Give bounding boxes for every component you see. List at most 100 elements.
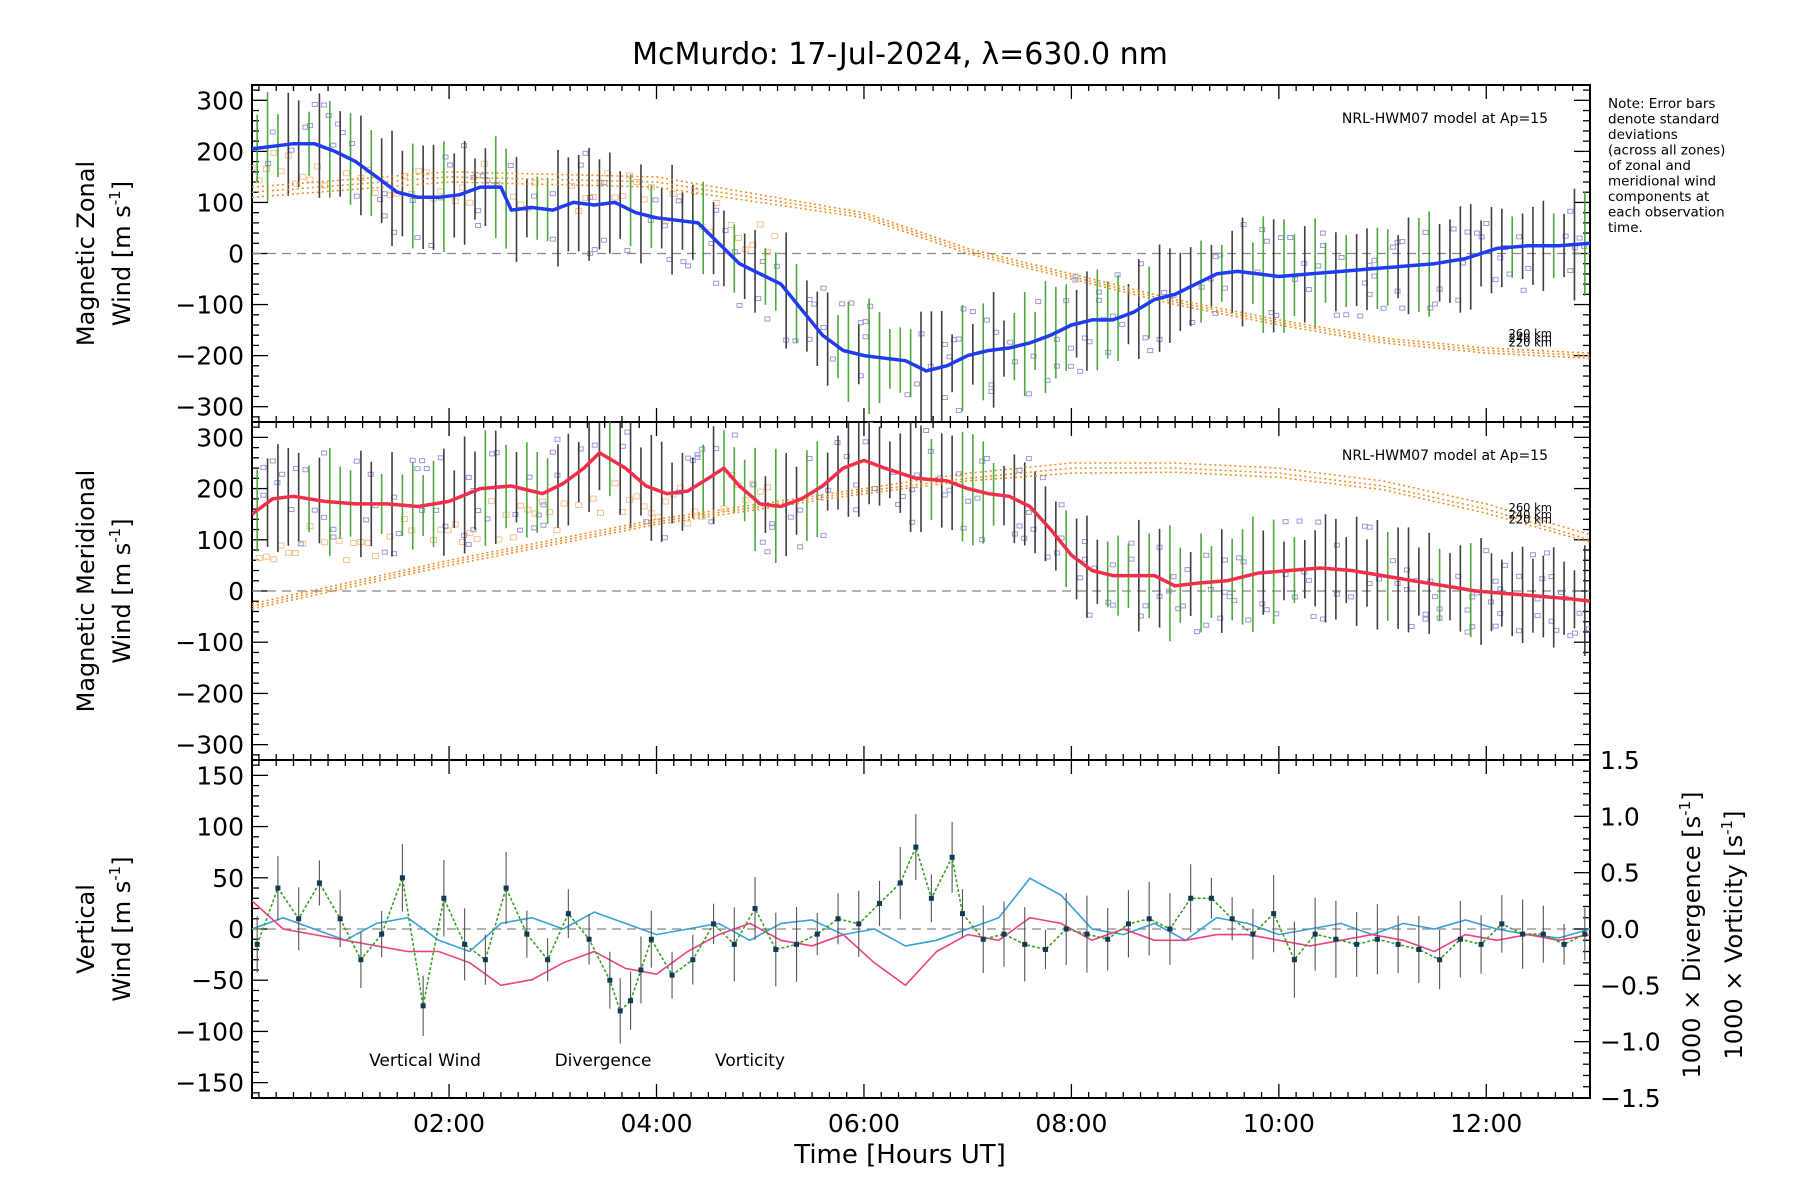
observation-point xyxy=(1492,277,1499,283)
y-tick-label: 100 xyxy=(196,188,244,217)
vertical-wind-point xyxy=(1146,916,1152,922)
observation-point xyxy=(1567,208,1574,214)
zonal-panel: −300 −200 −100 0 100 200 300 Magnetic Zonal Wind… xyxy=(72,84,1591,423)
vertical-wind-point xyxy=(959,911,965,917)
observation-point xyxy=(414,466,421,472)
observation-point xyxy=(1221,557,1228,563)
observation-point xyxy=(1240,559,1247,565)
y2-tick-label: 1.5 xyxy=(1600,746,1640,775)
observation-point xyxy=(1464,629,1471,635)
observation-point xyxy=(652,197,659,203)
observation-point xyxy=(661,223,668,229)
observation-point xyxy=(979,458,986,464)
model-scatter-point xyxy=(252,165,256,172)
observation-point xyxy=(1343,312,1350,318)
observation-point xyxy=(512,511,519,517)
vertical-wind-point xyxy=(1229,916,1235,922)
observation-point xyxy=(330,526,337,532)
altitude-label: 220 km xyxy=(1509,513,1552,527)
observation-point xyxy=(979,537,986,543)
observation-point xyxy=(293,465,300,471)
y2-tick-label: −1.0 xyxy=(1600,1028,1661,1057)
vertical-wind-point xyxy=(420,1003,426,1009)
y-tick-label: 300 xyxy=(196,423,244,452)
observation-point xyxy=(1165,588,1172,594)
observation-point xyxy=(395,531,402,537)
observation-point xyxy=(1422,616,1429,622)
observation-point xyxy=(475,222,482,228)
observation-point xyxy=(321,450,328,456)
observation-point xyxy=(750,482,757,488)
vertical-wind-point xyxy=(794,941,800,947)
observation-point xyxy=(1427,305,1434,311)
observation-point xyxy=(363,517,370,523)
observation-point xyxy=(325,112,332,118)
observation-point xyxy=(1497,586,1504,592)
observation-point xyxy=(1366,262,1373,268)
zonal-wind-line xyxy=(252,141,1590,373)
vertical-wind-point xyxy=(638,967,644,973)
vertical-wind-point xyxy=(1499,921,1505,927)
vertical-wind-point xyxy=(1312,931,1318,937)
observation-point xyxy=(260,464,267,470)
model-scatter-point xyxy=(292,550,300,557)
observation-point xyxy=(475,508,482,514)
observation-point xyxy=(759,259,766,265)
vertical-wind-point xyxy=(1022,941,1028,947)
observation-point xyxy=(680,259,687,265)
vertical-wind-point xyxy=(462,941,468,947)
model-scatter-point xyxy=(270,149,278,156)
observation-point xyxy=(423,465,430,471)
model-curve-240km xyxy=(252,176,1590,357)
observation-point xyxy=(1016,523,1023,529)
observation-point xyxy=(535,512,542,518)
observation-point xyxy=(1399,305,1406,311)
observation-point xyxy=(946,487,953,493)
observation-point xyxy=(1240,222,1247,228)
note-line: (across all zones) xyxy=(1608,143,1725,159)
vertical-wind-point xyxy=(773,946,779,952)
vertical-wind-point xyxy=(856,921,862,927)
observation-point xyxy=(1310,614,1317,620)
observation-point xyxy=(419,458,426,464)
x-tick-label: 04:00 xyxy=(620,1109,692,1138)
observation-point xyxy=(699,446,706,452)
observation-point xyxy=(1273,611,1280,617)
observation-point xyxy=(591,442,598,448)
model-scatter-point xyxy=(459,538,467,545)
observation-point xyxy=(862,319,869,325)
observation-point xyxy=(661,535,668,541)
model-scatter-point xyxy=(509,534,517,541)
observation-point xyxy=(1142,335,1149,341)
observation-point xyxy=(1492,623,1499,629)
observation-point xyxy=(1525,265,1532,271)
observation-point xyxy=(792,338,799,344)
model-scatter-point xyxy=(321,182,329,189)
model-scatter-point xyxy=(437,188,445,195)
vertical-wind-point xyxy=(1540,931,1546,937)
vertical-wind-point xyxy=(482,957,488,963)
legend-entry: Vorticity xyxy=(715,1051,785,1071)
model-scatter-point xyxy=(473,535,481,542)
observation-point xyxy=(349,141,356,147)
observation-point xyxy=(1319,243,1326,249)
observation-point xyxy=(624,248,631,254)
observation-point xyxy=(1016,467,1023,473)
model-scatter-point xyxy=(371,552,379,559)
observation-point xyxy=(806,336,813,342)
observation-point xyxy=(409,457,416,463)
vertical-wind-point xyxy=(1271,911,1277,917)
model-scatter-point xyxy=(342,170,350,177)
model-scatter-point xyxy=(371,189,379,196)
observation-point xyxy=(1025,456,1032,462)
observation-point xyxy=(601,180,608,186)
plot-area xyxy=(252,422,1590,656)
model-scatter-point xyxy=(597,179,605,186)
model-scatter-point xyxy=(698,224,706,231)
model-scatter-point xyxy=(553,527,561,534)
observation-point xyxy=(1147,348,1154,354)
model-scatter-point xyxy=(299,173,307,180)
observation-point xyxy=(946,354,953,360)
observation-point xyxy=(321,102,328,108)
